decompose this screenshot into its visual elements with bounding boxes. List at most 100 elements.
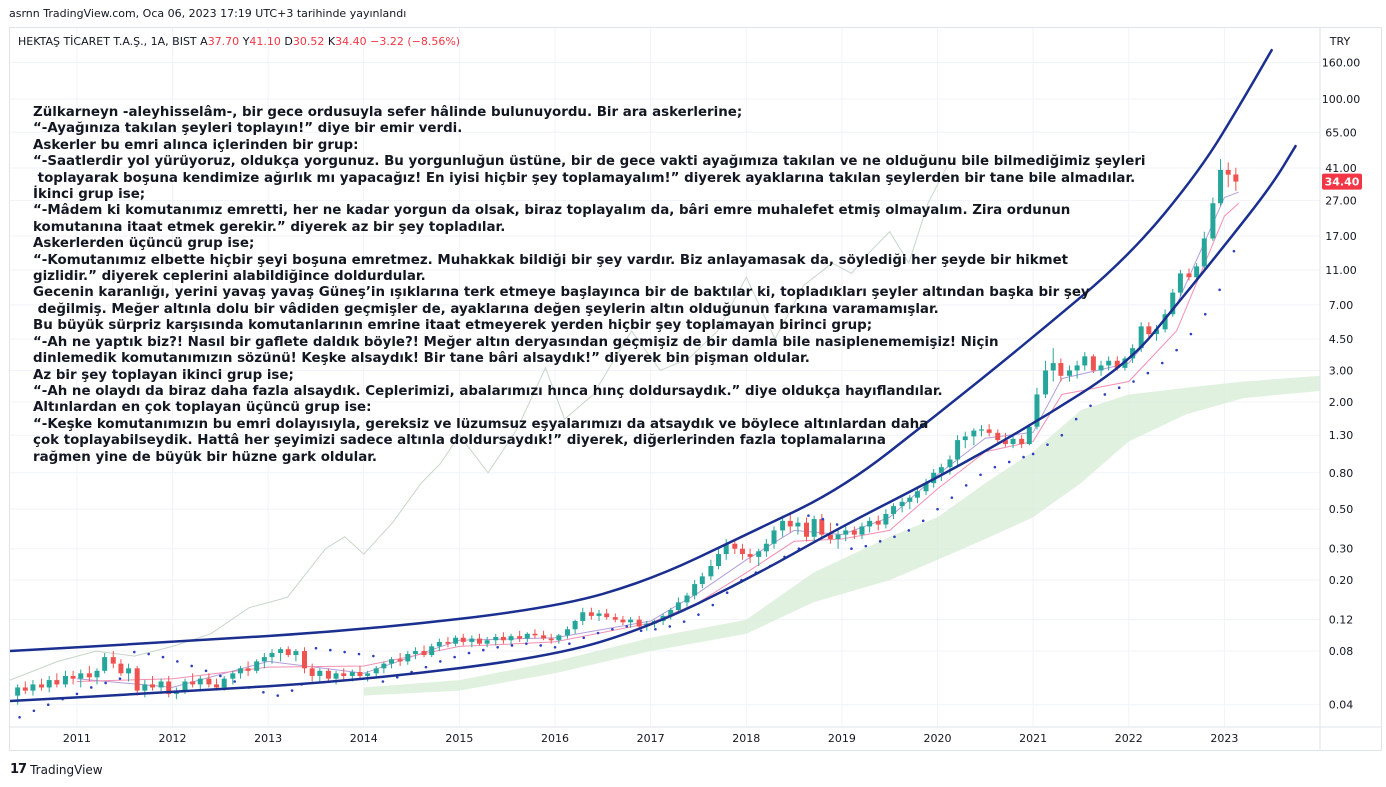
candle	[971, 428, 977, 446]
story-line: “-Saatlerdir yol yürüyoruz, oldukça yorg…	[33, 154, 1146, 170]
sar-dot	[482, 648, 485, 652]
candle	[1058, 358, 1064, 382]
candle	[891, 503, 897, 520]
candle	[261, 653, 267, 669]
change-value: −3.22 (−8.56%)	[370, 35, 461, 48]
sar-dot	[104, 681, 107, 685]
candle-body	[1170, 292, 1176, 315]
story-line: rağmen yine de büyük bir hüzne gark oldu…	[33, 449, 378, 465]
story-line: “-Ayağınıza takılan şeyleri toplayın!” d…	[33, 121, 463, 137]
candle	[302, 647, 308, 674]
candle-body	[1225, 169, 1231, 175]
sar-dot	[1031, 452, 1035, 456]
candle	[1074, 360, 1080, 379]
candle	[699, 572, 705, 589]
tradingview-logo[interactable]: 17 TradingView	[10, 762, 103, 777]
candle-body	[190, 681, 196, 685]
candle	[795, 517, 801, 535]
candle-body	[875, 520, 881, 525]
candle-body	[476, 638, 482, 644]
x-tick-label: 2020	[924, 732, 952, 745]
x-tick-label: 2011	[63, 732, 91, 745]
candle	[54, 673, 60, 688]
candle-body	[524, 633, 530, 639]
growth-channel	[10, 48, 1298, 703]
candle	[532, 629, 538, 639]
sar-dot	[46, 703, 50, 707]
candle	[484, 636, 490, 648]
candle-body	[39, 684, 45, 688]
candle-body	[22, 687, 28, 691]
candle	[986, 424, 992, 437]
candle-body	[947, 459, 953, 468]
sar-dot	[204, 669, 208, 673]
last-price-tag: 34.40	[1322, 173, 1362, 190]
candle-body	[787, 520, 793, 527]
candle-body	[421, 651, 427, 656]
candle	[278, 647, 284, 662]
candle-body	[110, 657, 116, 664]
candle	[436, 638, 442, 652]
sar-dot	[176, 660, 179, 663]
sar-dot	[1175, 348, 1178, 352]
y-tick-label: 17.00	[1325, 230, 1357, 243]
y-tick-label: 27.00	[1325, 194, 1357, 207]
symbol-name[interactable]: HEKTAŞ TİCARET T.A.Ş., 1A, BIST	[18, 35, 197, 48]
candle-body	[460, 637, 466, 642]
sar-dot	[921, 519, 925, 523]
candle	[588, 607, 594, 620]
candle-body	[341, 673, 347, 676]
candle-body	[484, 640, 490, 644]
candle-body	[1066, 370, 1072, 376]
candle-body	[1201, 238, 1207, 267]
story-line: “-Komutanımız elbette hiçbir şeyi boşuna…	[33, 252, 1069, 268]
lagging-span-line	[9, 165, 948, 681]
candle	[237, 665, 243, 679]
x-tick-label: 2016	[541, 732, 569, 745]
candle-body	[254, 661, 260, 671]
story-line: dinlemedik komutanımızın sözünü! Keşke a…	[33, 351, 810, 367]
candle	[835, 530, 841, 549]
candle-body	[412, 651, 418, 655]
y-tick-label: 0.04	[1329, 699, 1354, 712]
candle	[1170, 288, 1176, 317]
candle	[524, 632, 530, 642]
candle	[668, 607, 674, 620]
candle	[747, 548, 753, 563]
candle-body	[1010, 438, 1016, 445]
candle	[373, 665, 379, 678]
candle	[556, 633, 562, 644]
candle	[596, 609, 602, 621]
candle	[39, 678, 45, 691]
y-tick-label: 0.50	[1329, 503, 1354, 516]
candle	[421, 645, 427, 658]
candle-body	[907, 497, 913, 502]
candle-body	[548, 638, 554, 641]
story-line: değilmiş. Meğer altınla dolu bir vâdiden…	[33, 301, 939, 317]
candle	[763, 539, 769, 557]
story-line: gizlidir.” diyerek ceplerini alabildiğin…	[33, 269, 426, 285]
sar-dot	[864, 544, 868, 548]
candle	[541, 630, 547, 641]
candle-body	[819, 519, 825, 535]
sar-dot	[314, 646, 318, 650]
sar-dot	[907, 529, 911, 532]
story-line: İkinci grup ise;	[33, 187, 146, 203]
candle-body	[1043, 370, 1049, 395]
candle-body	[756, 551, 762, 557]
candle-body	[780, 520, 786, 531]
sar-dot	[539, 644, 542, 647]
sar-dot	[510, 644, 514, 647]
story-line: Askerler bu emri alınca içlerinden bir g…	[33, 137, 359, 153]
candle	[1010, 435, 1016, 449]
story-text-annotation[interactable]: Zülkarneyn -aleyhisselâm-, bir gece ordu…	[33, 105, 1146, 466]
symbol-legend[interactable]: HEKTAŞ TİCARET T.A.Ş., 1A, BIST A37.70 Y…	[18, 35, 460, 48]
candle-body	[1177, 273, 1183, 293]
candle-body	[469, 638, 475, 642]
candle-body	[245, 668, 251, 671]
sar-dot	[190, 664, 193, 668]
candle-body	[979, 429, 985, 431]
candle	[197, 675, 203, 691]
candle	[620, 615, 626, 626]
